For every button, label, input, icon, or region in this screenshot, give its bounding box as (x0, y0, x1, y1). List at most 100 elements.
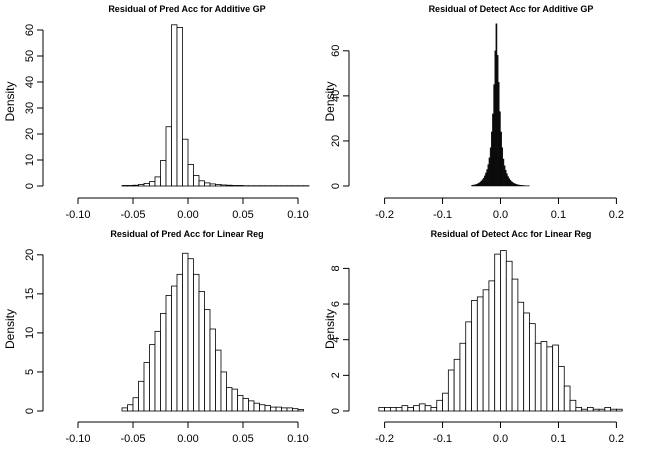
histogram-bar (264, 405, 271, 412)
histogram-bar (160, 312, 167, 412)
histogram-bar (505, 260, 513, 412)
histogram-bar (523, 312, 530, 412)
histogram-bar (248, 400, 255, 412)
histogram-bar (575, 407, 583, 412)
histogram-bar (242, 398, 249, 412)
histogram-bar (558, 366, 565, 412)
histogram-bar (138, 380, 145, 412)
histogram-bar (143, 182, 150, 187)
histogram-bar (401, 405, 409, 412)
y-tick-label: 20 (24, 249, 36, 261)
histogram-bar (154, 176, 161, 187)
x-tick-label: -0.10 (65, 433, 90, 445)
histogram-bar (517, 301, 525, 412)
y-tick-label: 6 (330, 301, 342, 307)
histogram-bar (187, 164, 194, 187)
histogram-panel-2: Residual of Detect Acc for Additive GP -0… (323, 4, 624, 221)
histogram-bar (220, 371, 227, 412)
histogram-bar (587, 407, 594, 412)
histogram-bar (176, 26, 183, 187)
x-tick-label: 0.1 (551, 209, 566, 221)
histogram-bar (215, 349, 222, 412)
histogram-bar (292, 408, 299, 412)
histogram-bar (407, 407, 414, 412)
y-tick-label: 0 (24, 408, 36, 414)
histogram-bar (193, 175, 200, 187)
histogram-bar (149, 344, 156, 412)
histogram-bar (204, 182, 211, 187)
histogram-panel-4: Residual of Detect Acc for Linear Reg -0.… (323, 229, 624, 445)
histogram-panel-3: Residual of Pred Acc for Linear Reg -0.10… (3, 229, 309, 445)
histogram-bar (529, 323, 536, 412)
y-tick-label: 0 (24, 183, 36, 189)
histogram-bar (171, 24, 178, 187)
histogram-bar (143, 362, 150, 412)
histogram-bar (395, 407, 403, 412)
histogram-bar (476, 296, 484, 412)
histogram-bar (546, 346, 554, 412)
histogram-bar (121, 407, 128, 412)
histogram-bar (604, 407, 612, 412)
histogram-bar (598, 408, 606, 412)
histogram-bar (540, 341, 548, 412)
y-tick-label: 40 (330, 90, 342, 102)
histogram-bar (297, 409, 304, 412)
histogram-bar (127, 185, 134, 187)
histogram-bar (176, 273, 183, 412)
x-tick-label: -0.2 (375, 209, 394, 221)
histogram-bar (165, 295, 172, 412)
x-tick-label: 0.10 (287, 209, 308, 221)
histogram-bar (563, 385, 571, 412)
histogram-bar (384, 407, 391, 412)
y-tick-label: 60 (330, 45, 342, 57)
y-tick-label: 0 (330, 183, 342, 189)
histogram-bar (453, 358, 461, 412)
histogram-bar (138, 184, 145, 187)
histogram-bar (231, 185, 238, 187)
x-tick-label: -0.05 (120, 433, 145, 445)
histogram-bar (500, 250, 507, 412)
histogram-bar (220, 184, 227, 187)
histogram-bar (286, 407, 293, 412)
histogram-bar (226, 387, 233, 412)
histogram-bar (424, 405, 432, 412)
y-tick-label: 10 (24, 327, 36, 339)
histogram-bar (534, 342, 542, 412)
x-tick-label: -0.2 (375, 433, 394, 445)
histogram-bar (418, 403, 426, 412)
histogram-bar (610, 408, 617, 412)
histogram-bar (198, 291, 205, 412)
y-tick-label: 20 (330, 135, 342, 147)
histogram-bar (270, 406, 277, 412)
y-tick-label: 15 (24, 288, 36, 300)
histogram-bar (275, 406, 282, 412)
panel-title: Residual of Detect Acc for Additive GP (429, 4, 594, 14)
histogram-bar (378, 407, 385, 412)
x-tick-label: 0.1 (551, 433, 566, 445)
y-tick-label: 50 (24, 50, 36, 62)
x-tick-label: 0.0 (493, 209, 508, 221)
histogram-bar (165, 126, 172, 187)
x-tick-label: -0.1 (433, 209, 452, 221)
histogram-bar (488, 280, 496, 412)
y-tick-label: 20 (24, 128, 36, 140)
histogram-bar (494, 253, 501, 412)
y-tick-label: 8 (330, 265, 342, 271)
histogram-bar (389, 407, 397, 412)
y-axis-label: Density (3, 309, 17, 349)
histogram-bar (447, 369, 455, 412)
y-tick-label: 5 (24, 369, 36, 375)
histogram-bar (204, 309, 211, 412)
histogram-panel-1: Residual of Pred Acc for Additive GP -0.1… (3, 4, 310, 221)
histogram-bar (592, 408, 600, 412)
histogram-bar (215, 184, 222, 187)
histogram-bar (581, 408, 588, 412)
histogram-bar (171, 285, 178, 412)
histogram-bar (231, 388, 238, 412)
panel-title: Residual of Detect Acc for Linear Reg (431, 229, 592, 239)
histogram-bar (187, 258, 194, 412)
panel-title: Residual of Pred Acc for Additive GP (108, 4, 265, 14)
histogram-bar (281, 407, 288, 412)
x-tick-label: 0.2 (609, 209, 624, 221)
